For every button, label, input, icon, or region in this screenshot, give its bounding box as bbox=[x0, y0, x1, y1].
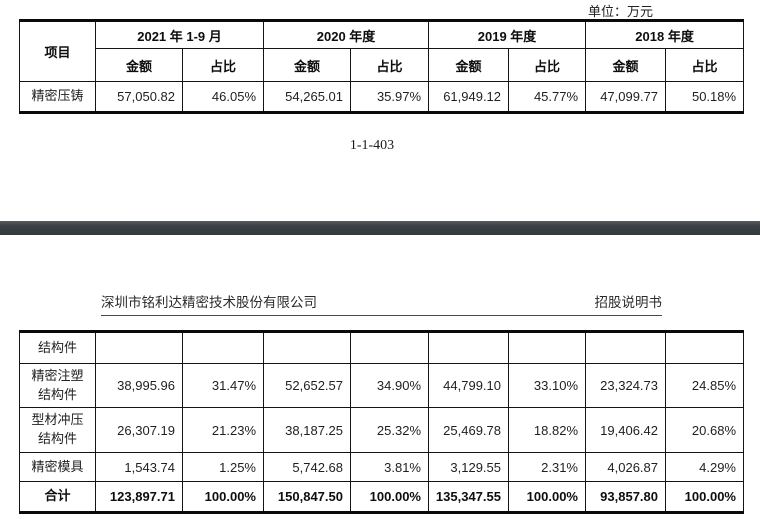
subheader-amount: 金额 bbox=[585, 48, 667, 82]
table-cell bbox=[508, 331, 586, 364]
table-cell: 23,324.73 bbox=[585, 363, 666, 408]
table-cell: 46.05% bbox=[181, 81, 265, 113]
table-cell: 25,469.78 bbox=[428, 407, 509, 453]
page-number: 1-1-403 bbox=[349, 138, 395, 153]
subheader-ratio: 占比 bbox=[350, 48, 430, 82]
table-cell: 19,406.42 bbox=[585, 407, 666, 453]
table-cell: 5,742.68 bbox=[263, 452, 351, 482]
table-cell bbox=[263, 331, 351, 364]
table-cell: 31.47% bbox=[182, 363, 264, 408]
table-cell: 100.00% bbox=[665, 481, 744, 513]
subheader-ratio: 占比 bbox=[508, 48, 587, 82]
table-cell bbox=[182, 331, 264, 364]
table-cell: 4.29% bbox=[665, 452, 744, 482]
table-cell: 18.82% bbox=[508, 407, 586, 453]
table-cell bbox=[95, 331, 183, 364]
table-cell: 21.23% bbox=[182, 407, 264, 453]
table-cell: 1,543.74 bbox=[95, 452, 183, 482]
table-row-precision-die-casting: 精密压铸 57,050.82 46.05% 54,265.01 35.97% 6… bbox=[19, 81, 745, 113]
revenue-table-page1: 项目 2021 年 1-9 月 2020 年度 2019 年度 2018 年度 … bbox=[19, 19, 745, 114]
table-cell: 3,129.55 bbox=[428, 452, 509, 482]
table-cell: 24.85% bbox=[665, 363, 744, 408]
table-cell: 45.77% bbox=[508, 81, 587, 113]
subheader-amount: 金额 bbox=[428, 48, 510, 82]
subheader-amount: 金额 bbox=[95, 48, 183, 82]
table-row-structural-parts: 结构件 bbox=[19, 331, 744, 364]
table-cell: 61,949.12 bbox=[428, 81, 510, 113]
table-row-injection-molding: 精密注塑 结构件 38,995.96 31.47% 52,652.57 34.9… bbox=[19, 363, 744, 408]
table-cell: 100.00% bbox=[182, 481, 264, 513]
table-cell: 50.18% bbox=[665, 81, 745, 113]
table-cell: 38,187.25 bbox=[263, 407, 351, 453]
table-cell: 93,857.80 bbox=[585, 481, 666, 513]
table-cell: 20.68% bbox=[665, 407, 744, 453]
table-cell: 4,026.87 bbox=[585, 452, 666, 482]
table-cell bbox=[428, 331, 509, 364]
table-cell: 100.00% bbox=[508, 481, 586, 513]
table-row-precision-mold: 精密模具 1,543.74 1.25% 5,742.68 3.81% 3,129… bbox=[19, 452, 744, 482]
table-cell bbox=[585, 331, 666, 364]
table-cell: 35.97% bbox=[350, 81, 430, 113]
table-cell: 1.25% bbox=[182, 452, 264, 482]
table-row-profile-stamping: 型材冲压 结构件 26,307.19 21.23% 38,187.25 25.3… bbox=[19, 407, 744, 453]
column-header-item: 项目 bbox=[19, 20, 96, 82]
subheader-ratio: 占比 bbox=[665, 48, 745, 82]
table-cell: 123,897.71 bbox=[95, 481, 183, 513]
document-type-label: 招股说明书 bbox=[594, 295, 663, 310]
table-cell: 57,050.82 bbox=[95, 81, 183, 113]
revenue-table-page2: 结构件 精密注塑 结构件 38,995.96 31.47% 52,652.57 … bbox=[19, 330, 744, 514]
table-cell: 54,265.01 bbox=[263, 81, 352, 113]
column-header-period-2020: 2020 年度 bbox=[263, 20, 430, 49]
row-label: 结构件 bbox=[19, 331, 96, 364]
table-cell: 33.10% bbox=[508, 363, 586, 408]
row-label: 精密模具 bbox=[19, 452, 96, 482]
row-label: 精密注塑 结构件 bbox=[19, 363, 96, 408]
table-cell: 38,995.96 bbox=[95, 363, 183, 408]
row-label: 型材冲压 结构件 bbox=[19, 407, 96, 453]
table-cell: 3.81% bbox=[350, 452, 429, 482]
subheader-amount: 金额 bbox=[263, 48, 352, 82]
column-header-period-2018: 2018 年度 bbox=[585, 20, 745, 49]
company-name: 深圳市铭利达精密技术股份有限公司 bbox=[101, 295, 317, 310]
subheader-ratio: 占比 bbox=[181, 48, 265, 82]
page-separator bbox=[0, 221, 760, 235]
row-label: 合计 bbox=[19, 481, 96, 513]
table-row-total: 合计 123,897.71 100.00% 150,847.50 100.00%… bbox=[19, 481, 744, 513]
table-cell: 135,347.55 bbox=[428, 481, 509, 513]
row-label: 精密压铸 bbox=[19, 81, 96, 113]
table-cell bbox=[350, 331, 429, 364]
column-header-period-2019: 2019 年度 bbox=[428, 20, 587, 49]
running-header: 深圳市铭利达精密技术股份有限公司 招股说明书 bbox=[101, 291, 662, 316]
table-cell: 34.90% bbox=[350, 363, 429, 408]
table-cell: 100.00% bbox=[350, 481, 429, 513]
table-cell: 2.31% bbox=[508, 452, 586, 482]
unit-label: 单位：万元 bbox=[588, 4, 654, 19]
table-cell: 52,652.57 bbox=[263, 363, 351, 408]
table-cell: 25.32% bbox=[350, 407, 429, 453]
table-cell: 47,099.77 bbox=[585, 81, 667, 113]
table-cell: 26,307.19 bbox=[95, 407, 183, 453]
table-cell: 150,847.50 bbox=[263, 481, 351, 513]
column-header-period-2021: 2021 年 1-9 月 bbox=[94, 20, 265, 49]
table-cell bbox=[665, 331, 744, 364]
table-cell: 44,799.10 bbox=[428, 363, 509, 408]
